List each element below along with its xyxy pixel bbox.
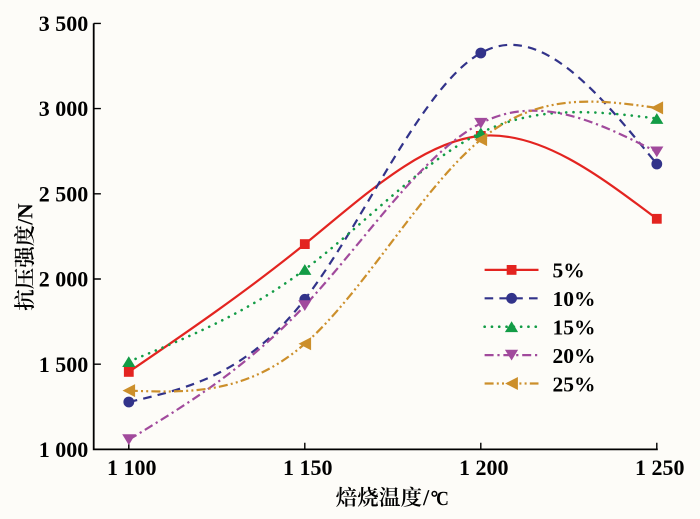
svg-text:1 150: 1 150 bbox=[283, 455, 333, 480]
svg-text:1 250: 1 250 bbox=[635, 455, 685, 480]
svg-text:5%: 5% bbox=[553, 259, 585, 283]
svg-text:15%: 15% bbox=[553, 316, 596, 340]
svg-text:1 200: 1 200 bbox=[459, 455, 509, 480]
svg-text:1 000: 1 000 bbox=[39, 437, 89, 462]
svg-text:2 000: 2 000 bbox=[39, 267, 89, 292]
svg-text:2 500: 2 500 bbox=[39, 181, 89, 206]
svg-text:3 000: 3 000 bbox=[39, 96, 89, 121]
svg-text:10%: 10% bbox=[553, 287, 596, 311]
svg-text:1 100: 1 100 bbox=[107, 455, 157, 480]
svg-text:25%: 25% bbox=[553, 372, 596, 396]
svg-text:3 500: 3 500 bbox=[39, 11, 89, 36]
svg-text:20%: 20% bbox=[553, 344, 596, 368]
svg-text:1 500: 1 500 bbox=[39, 352, 89, 377]
